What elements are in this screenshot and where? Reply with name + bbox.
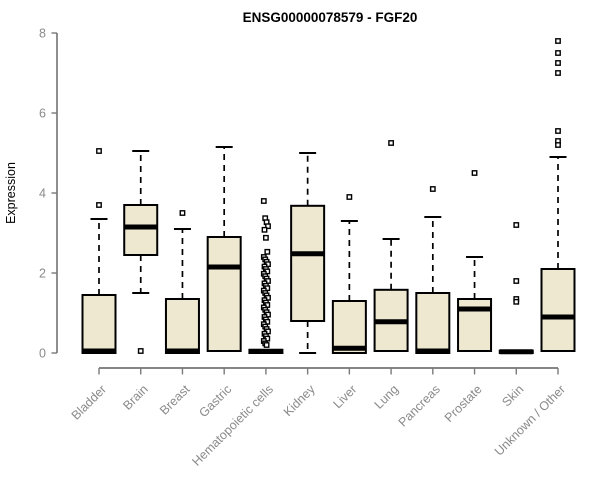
chart-title: ENSG00000078579 - FGF20 — [243, 10, 418, 25]
box-series — [81, 38, 576, 355]
box-rect — [415, 292, 451, 354]
outlier-point — [96, 148, 102, 154]
outlier-point — [513, 298, 520, 305]
boxplot-prostate — [457, 170, 493, 352]
box-rect — [164, 298, 200, 354]
outlier-point — [429, 186, 436, 192]
outlier-point — [555, 128, 561, 134]
box-rect — [81, 294, 117, 354]
x-tick-label: Kidney — [281, 382, 318, 419]
x-tick-label: Skin — [499, 382, 526, 409]
y-tick-label: 8 — [39, 26, 46, 40]
outlier-point — [263, 234, 269, 241]
outlier-point — [471, 170, 478, 176]
x-tick-label: Liver — [330, 382, 359, 411]
x-tick-label: Breast — [157, 382, 193, 418]
x-tick-label: Bladder — [69, 382, 109, 422]
boxplot-gastric — [206, 146, 242, 352]
outlier-point — [555, 70, 561, 76]
y-axis-title: Expression — [4, 162, 18, 224]
x-tick-label: Hematopoietic cells — [189, 382, 276, 469]
outlier-point — [555, 60, 561, 66]
outlier-point — [96, 202, 102, 208]
box-rect — [123, 204, 159, 256]
outlier-point — [346, 194, 353, 200]
outlier-point — [263, 342, 270, 348]
boxplot-liver — [331, 194, 367, 354]
outlier-point — [265, 223, 271, 230]
boxplot-hematopoietic-cells — [248, 198, 284, 354]
y-tick-label: 2 — [39, 266, 46, 280]
outlier-point — [555, 142, 561, 148]
boxplot-lung — [373, 140, 409, 352]
boxplot-bladder — [81, 148, 117, 354]
outlier-point — [137, 348, 144, 354]
x-tick-label: Lung — [372, 382, 402, 412]
x-tick-label: Brain — [120, 382, 151, 413]
outlier-point — [513, 278, 520, 284]
y-tick-label: 6 — [39, 106, 46, 120]
outlier-point — [179, 210, 186, 216]
x-tick-label: Unknown / Other — [492, 382, 568, 458]
outlier-point — [260, 198, 267, 204]
outlier-point — [264, 248, 271, 255]
x-tick-label: Prostate — [442, 382, 485, 425]
box-rect — [540, 268, 576, 352]
x-tick-label: Gastric — [196, 382, 234, 420]
box-rect — [331, 300, 367, 354]
outlier-point — [555, 50, 561, 56]
box-rect — [206, 236, 242, 352]
boxplot-skin — [498, 222, 534, 355]
boxplot-brain — [123, 150, 159, 354]
x-tick-label: Pancreas — [396, 382, 443, 429]
boxplot-breast — [164, 210, 200, 354]
boxplot-unknown-other — [540, 38, 576, 352]
outlier-point — [555, 38, 561, 44]
outlier-point — [513, 222, 520, 228]
y-tick-label: 4 — [39, 186, 46, 200]
outlier-point — [388, 140, 394, 146]
box-rect — [290, 204, 326, 322]
boxplot-pancreas — [415, 186, 451, 354]
y-tick-label: 0 — [39, 346, 46, 360]
boxplot-kidney — [290, 152, 326, 354]
outlier-point — [261, 226, 268, 233]
